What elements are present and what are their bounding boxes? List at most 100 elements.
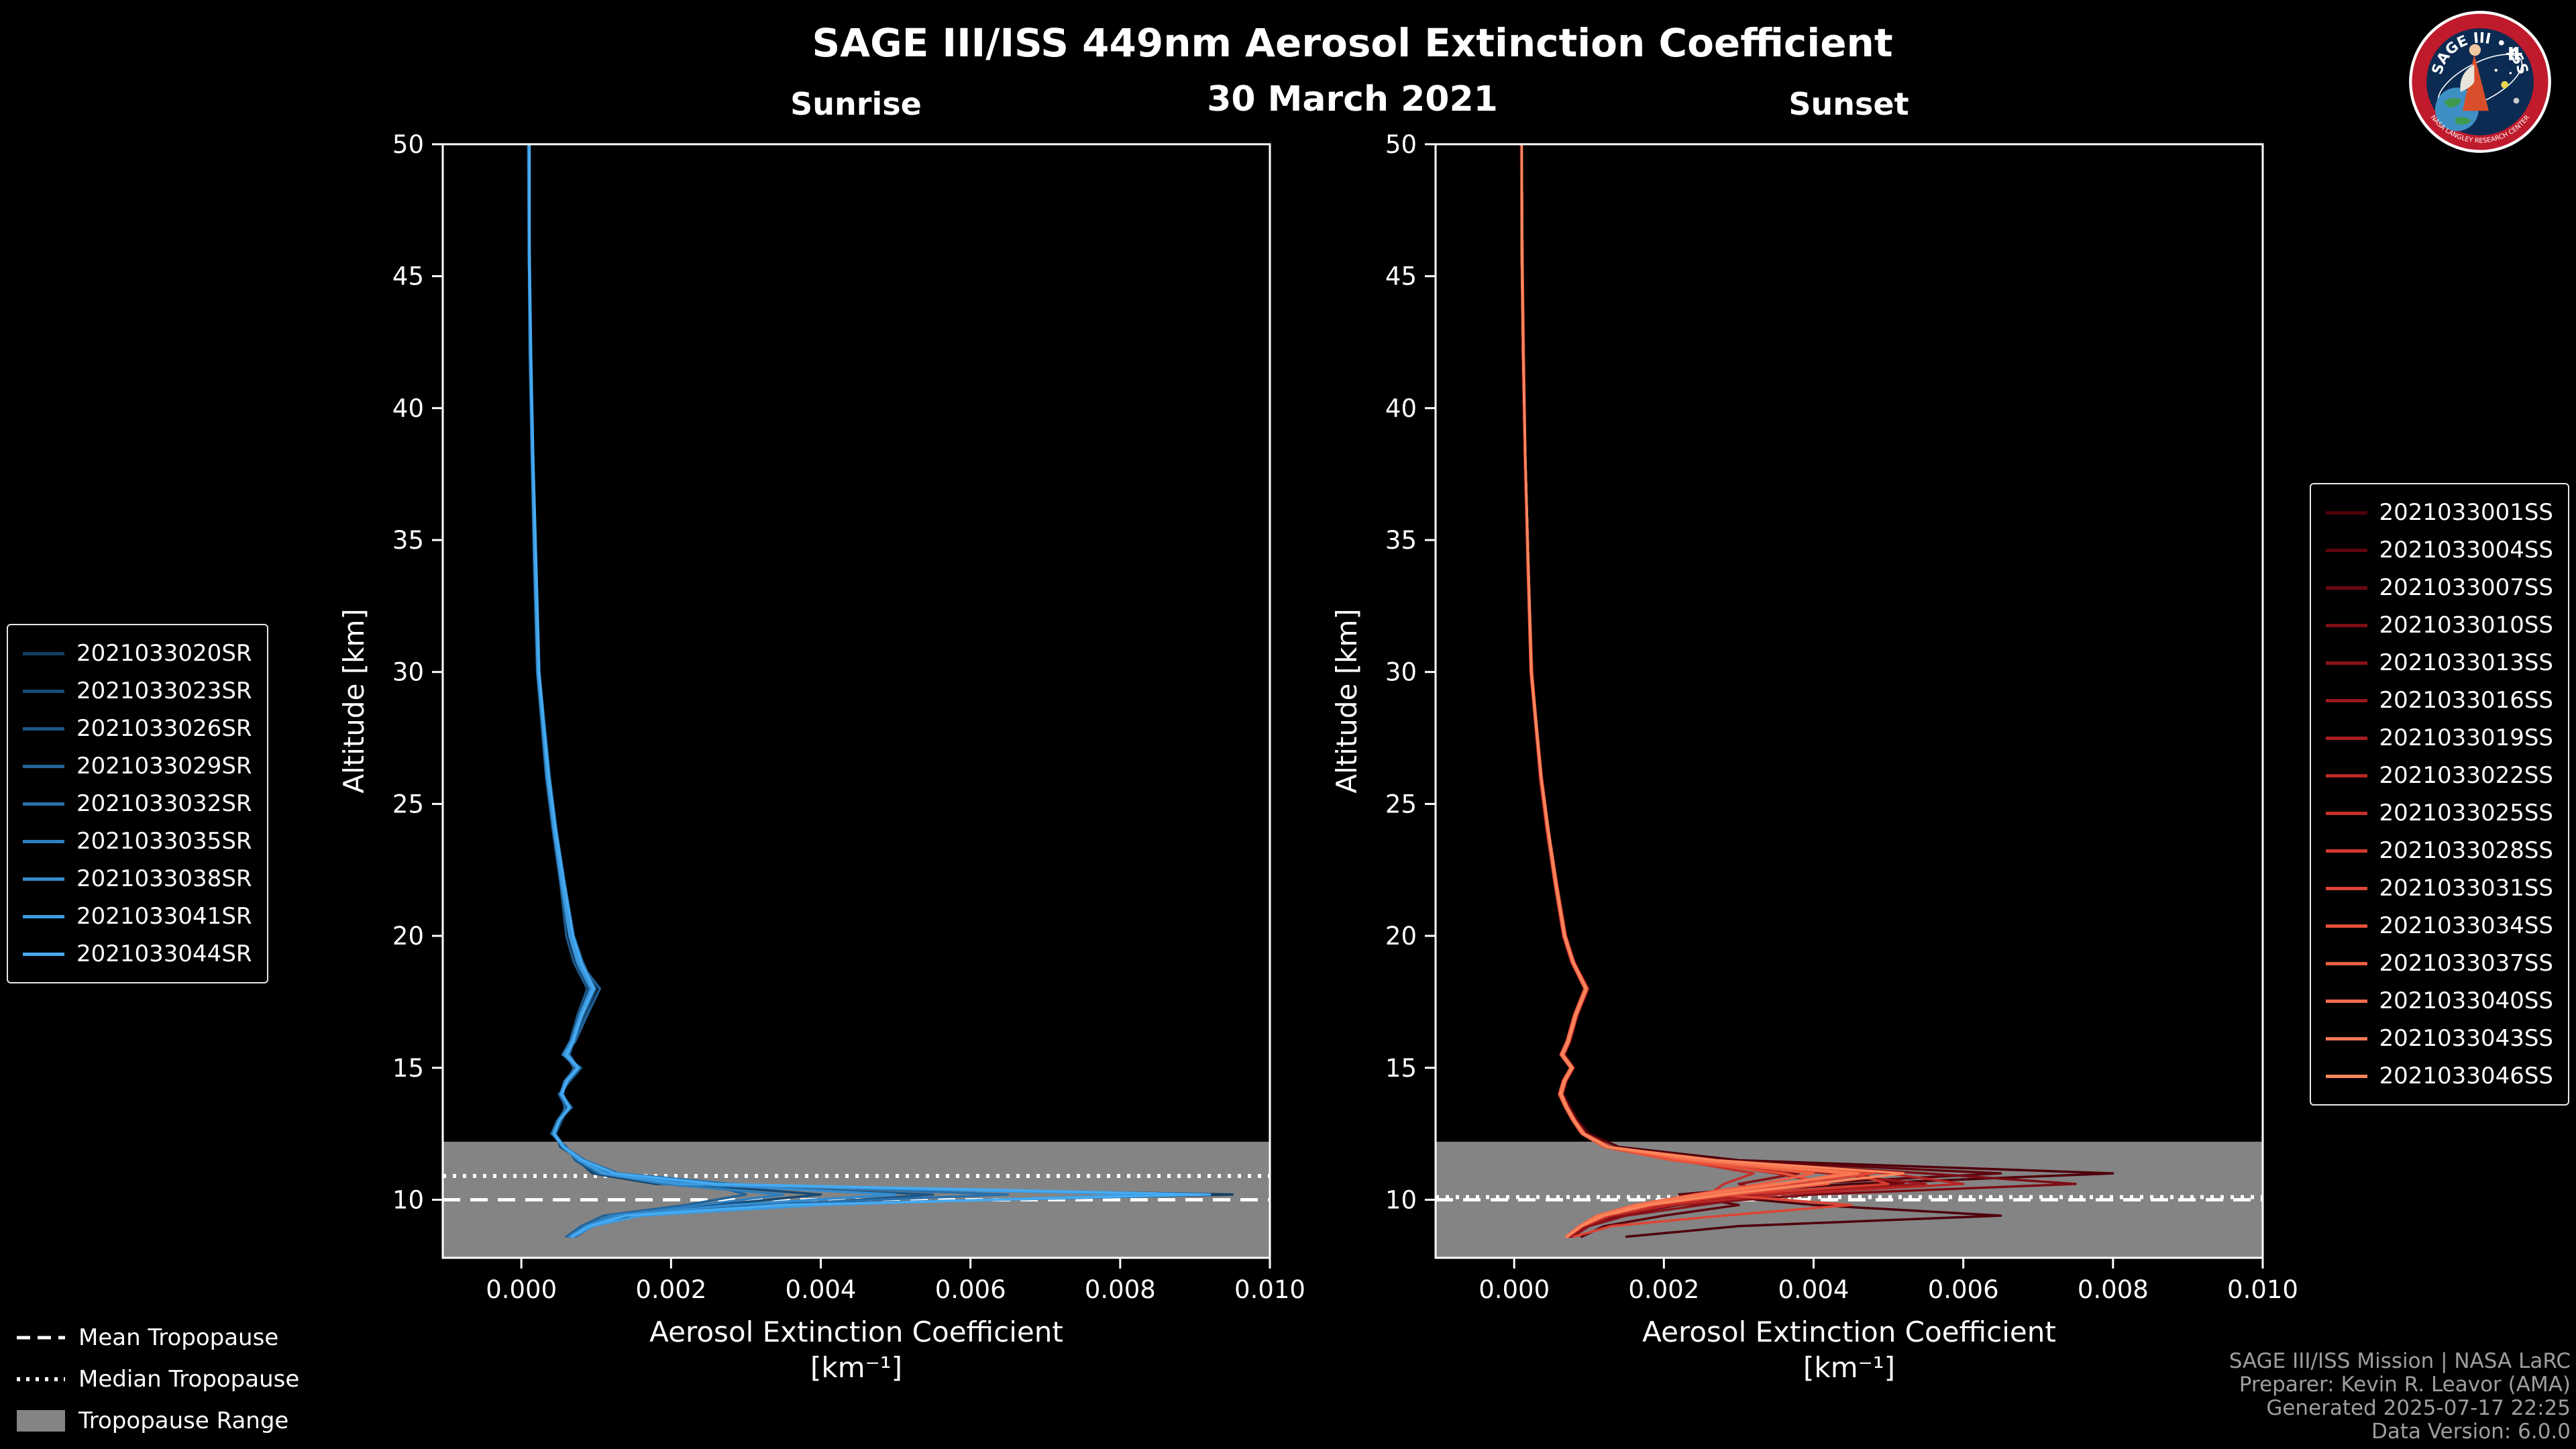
logo-star — [2509, 72, 2512, 74]
x-tick-label: 0.002 — [1628, 1275, 1699, 1304]
legend-label: 2021033029SR — [76, 753, 252, 780]
legend-label: 2021033044SR — [76, 941, 252, 967]
dashed-line-swatch — [17, 1336, 65, 1340]
x-tick-label: 0.004 — [1778, 1275, 1849, 1304]
series-lines — [527, 144, 1234, 1238]
legend-line-swatch — [23, 952, 64, 956]
dotted-line-swatch — [17, 1377, 65, 1381]
profile-2021033022SS — [1520, 144, 1965, 1238]
legend-item: 2021033007SS — [2325, 569, 2553, 606]
y-tick-label: 10 — [392, 1185, 424, 1214]
legend-item: 2021033019SS — [2325, 719, 2553, 757]
y-tick-label: 35 — [392, 526, 424, 555]
legend-line-swatch — [2325, 1074, 2367, 1078]
y-tick-label: 50 — [1385, 130, 1417, 159]
mean-tropopause-label: Mean Tropopause — [78, 1324, 279, 1351]
legend-label: 2021033023SR — [76, 678, 252, 704]
profile-2021033041SR — [527, 144, 1159, 1238]
y-tick-label: 10 — [1385, 1185, 1417, 1214]
legend-label: 2021033004SS — [2379, 537, 2553, 564]
legend-line-swatch — [2325, 924, 2367, 928]
legend-item: 2021033023SR — [23, 672, 252, 710]
sunrise-panel-title: Sunrise — [790, 86, 922, 122]
panel-border — [1434, 143, 2264, 1259]
legend-line-swatch — [2325, 1036, 2367, 1040]
sunset-legend: 2021033001SS 2021033004SS 2021033007SS 2021… — [2309, 483, 2569, 1106]
logo-star — [2494, 68, 2498, 72]
profile-2021033025SS — [1520, 144, 1755, 1238]
y-tick-label: 45 — [1385, 262, 1417, 291]
legend-line-swatch — [2325, 698, 2367, 702]
legend-line-swatch — [2325, 961, 2367, 965]
legend-item: 2021033032SR — [23, 785, 252, 822]
credit-line-preparer: Preparer: Kevin R. Leavor (AMA) — [2239, 1372, 2571, 1397]
logo-planet — [2501, 80, 2509, 89]
x-axis-unit-label: [km⁻¹] — [1803, 1351, 1895, 1384]
legend-item: 2021033043SS — [2325, 1020, 2553, 1057]
logo-planet — [2513, 97, 2520, 104]
legend-label: 2021033032SR — [76, 790, 252, 817]
profile-2021033016SS — [1520, 144, 1927, 1238]
y-tick-label: 40 — [392, 394, 424, 423]
legend-item: 2021033029SR — [23, 747, 252, 785]
y-axis-label: Altitude [km] — [337, 608, 370, 793]
legend-item: 2021033001SS — [2325, 494, 2553, 531]
legend-line-swatch — [23, 877, 64, 881]
y-tick-label: 45 — [392, 262, 424, 291]
x-axis-label: Aerosol Extinction Coefficient — [1642, 1316, 2056, 1348]
legend-line-swatch — [2325, 511, 2367, 515]
profile-2021033028SS — [1520, 144, 1890, 1238]
x-tick-label: 0.004 — [786, 1275, 857, 1304]
panel-border — [441, 143, 1271, 1259]
tropopause-range-legend-item: Tropopause Range — [17, 1403, 299, 1438]
legend-label: 2021033046SS — [2379, 1063, 2553, 1089]
legend-line-swatch — [23, 764, 64, 768]
legend-line-swatch — [2325, 548, 2367, 552]
x-axis-unit-label: [km⁻¹] — [810, 1351, 902, 1384]
legend-item: 2021033022SS — [2325, 757, 2553, 794]
legend-item: 2021033031SS — [2325, 869, 2553, 907]
y-tick-label: 25 — [1385, 790, 1417, 818]
legend-label: 2021033041SR — [76, 903, 252, 930]
legend-item: 2021033046SS — [2325, 1057, 2553, 1095]
legend-item: 2021033041SR — [23, 898, 252, 935]
profile-2021033001SS — [1520, 144, 2114, 1238]
profile-2021033013SS — [1520, 144, 1800, 1238]
legend-line-swatch — [2325, 886, 2367, 890]
y-tick-label: 30 — [1385, 658, 1417, 687]
credit-line-mission: SAGE III/ISS Mission | NASA LaRC — [2229, 1348, 2571, 1373]
legend-label: 2021033037SS — [2379, 950, 2553, 977]
profile-2021033032SR — [528, 144, 1010, 1238]
tropopause-range-swatch — [17, 1410, 65, 1432]
profile-2021033007SS — [1519, 144, 1905, 1238]
median-tropopause-label: Median Tropopause — [78, 1366, 300, 1393]
legend-label: 2021033016SS — [2379, 687, 2553, 714]
legend-label: 2021033019SS — [2379, 724, 2553, 751]
y-tick-label: 50 — [392, 130, 424, 159]
x-tick-label: 0.008 — [1085, 1275, 1156, 1304]
legend-label: 2021033020SR — [76, 640, 252, 667]
x-tick-label: 0.008 — [2078, 1275, 2149, 1304]
legend-label: 2021033022SS — [2379, 762, 2553, 789]
legend-item: 2021033016SS — [2325, 682, 2553, 719]
profile-2021033038SR — [527, 144, 897, 1238]
legend-label: 2021033035SR — [76, 828, 252, 855]
legend-line-swatch — [23, 839, 64, 843]
legend-line-swatch — [2325, 849, 2367, 853]
logo-wing — [2460, 64, 2475, 93]
y-tick-label: 40 — [1385, 394, 1417, 423]
legend-item: 2021033010SS — [2325, 606, 2553, 644]
legend-line-swatch — [2325, 623, 2367, 627]
profile-2021033020SR — [527, 144, 1234, 1238]
legend-line-swatch — [23, 651, 64, 655]
legend-line-swatch — [23, 689, 64, 693]
legend-label: 2021033026SR — [76, 715, 252, 742]
logo-figure-head — [2469, 44, 2481, 56]
x-tick-label: 0.002 — [635, 1275, 706, 1304]
profile-2021033004SS — [1520, 144, 2002, 1238]
legend-line-swatch — [2325, 736, 2367, 740]
legend-line-swatch — [23, 914, 64, 918]
legend-item: 2021033004SS — [2325, 531, 2553, 569]
legend-line-swatch — [23, 802, 64, 806]
